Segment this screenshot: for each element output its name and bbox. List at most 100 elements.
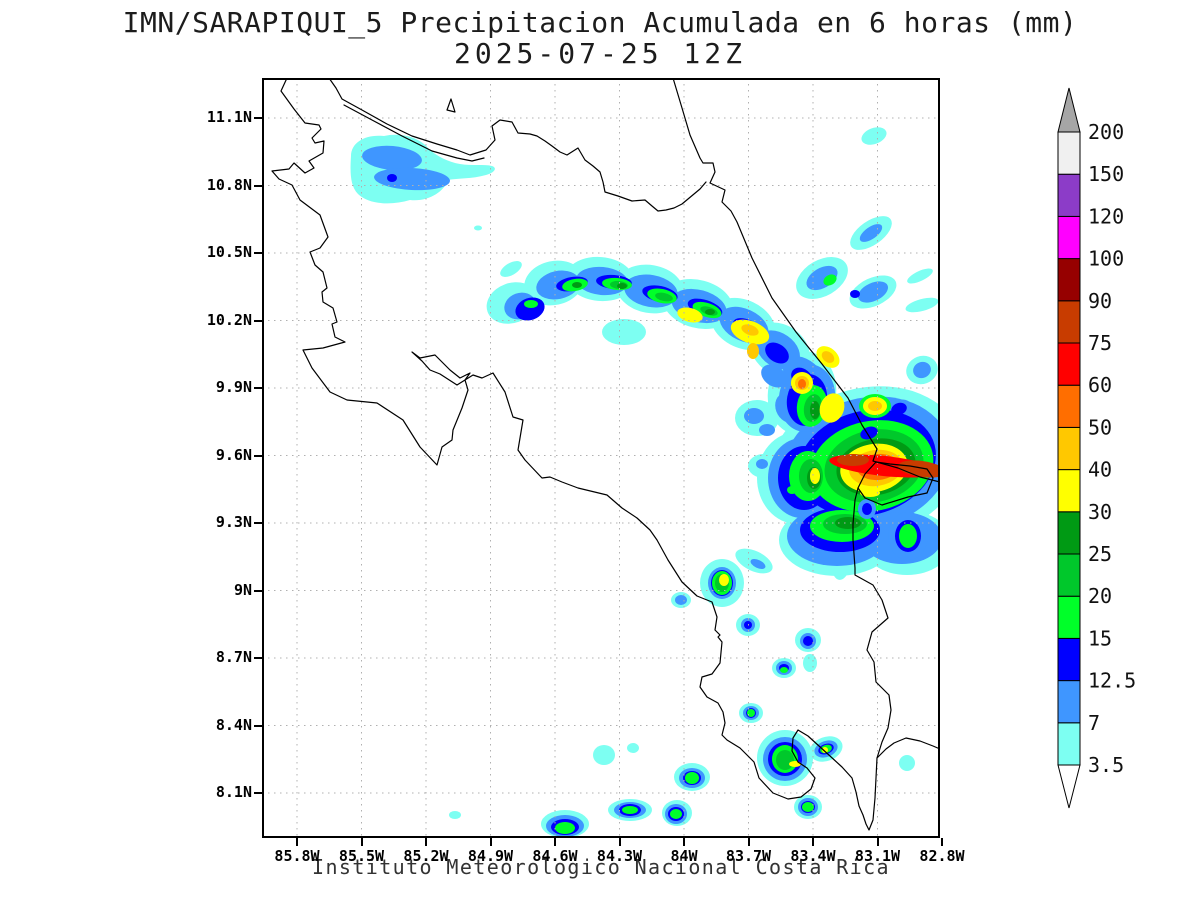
precip-blob: [761, 364, 787, 388]
colorbar-label: 12.5: [1088, 669, 1136, 693]
precip-blob: [756, 459, 768, 469]
lon-tick-label: 84.3W: [596, 847, 643, 865]
precip-blob: [593, 745, 615, 765]
precip-blob: [627, 743, 639, 753]
colorbar-segment-30: [1057, 469, 1081, 513]
lon-tick-mark: [554, 838, 556, 846]
precip-blob: [572, 282, 582, 288]
coastline-pacific: [271, 78, 940, 831]
precip-blob: [821, 351, 835, 363]
precip-blob: [798, 379, 806, 389]
precip-blob: [891, 402, 907, 416]
map-frame: [262, 78, 940, 838]
lat-tick-label: 10.8N: [206, 175, 252, 194]
lat-tick-label: 9.9N: [215, 378, 252, 396]
lon-tick-mark: [489, 838, 492, 846]
precip-blob: [822, 747, 828, 753]
lon-tick-label: 83.7W: [725, 847, 772, 865]
nicaragua-border: [328, 78, 707, 212]
colorbar-arrow-below: [1057, 764, 1081, 809]
basin-outline: [857, 461, 934, 506]
lon-tick-label: 82.8W: [919, 847, 965, 865]
lon-tick-label: 84.9W: [467, 847, 514, 865]
colorbar-arrow-above: [1057, 87, 1081, 133]
colorbar-segment-120: [1057, 173, 1081, 217]
precip-blob: [899, 755, 915, 771]
precip-blob: [524, 300, 538, 308]
precip-blob: [670, 809, 682, 819]
lat-tick-mark: [254, 724, 262, 727]
precip-blob: [759, 424, 775, 436]
precip-blob: [803, 636, 813, 646]
colorbar-label: 75: [1088, 331, 1112, 355]
precip-blob: [837, 454, 869, 466]
precip-blob: [789, 761, 801, 767]
colorbar-label: 150: [1088, 162, 1124, 186]
precip-blob: [819, 393, 845, 423]
precip-blob: [362, 145, 422, 171]
precip-blob: [858, 281, 888, 303]
precip-blob: [500, 261, 522, 277]
precip-blob: [387, 174, 397, 182]
lat-tick-label: 8.7N: [215, 648, 252, 666]
geography: [271, 78, 940, 831]
colorbar: 3.5 7 12.5 15 20 25 30 40 50 60 75 90 100 120 150 200: [1057, 87, 1136, 809]
colorbar-label: 25: [1088, 542, 1112, 566]
precip-blob: [905, 297, 939, 313]
lat-tick-label: 8.4N: [215, 715, 252, 734]
precip-blob: [868, 401, 882, 411]
lat-tick-mark: [254, 589, 262, 592]
coastline-caribbean: [672, 78, 940, 483]
precip-blob: [859, 224, 883, 242]
colorbar-segment-25: [1057, 511, 1081, 555]
lat-tick-mark: [254, 184, 262, 187]
lat-tick-mark: [254, 252, 262, 254]
colorbar-label: 60: [1088, 373, 1112, 397]
lat-tick-mark: [254, 454, 262, 457]
nicaragua-border-inner: [343, 104, 485, 162]
precip-blob: [780, 667, 788, 673]
lat-tick-mark: [254, 319, 262, 322]
lat-tick-mark: [254, 792, 262, 794]
precip-blob: [861, 127, 887, 145]
colorbar-label: 90: [1088, 289, 1112, 313]
precip-blob: [374, 167, 450, 191]
colorbar-segment-75: [1057, 300, 1081, 344]
precip-blob: [685, 772, 699, 784]
colorbar-label: 40: [1088, 458, 1112, 482]
colorbar-label: 120: [1088, 204, 1124, 228]
precip-blob: [741, 324, 759, 336]
lon-tick-label: 85.2W: [403, 847, 449, 865]
gridlines: [262, 78, 940, 838]
map-panel: [262, 78, 940, 838]
lat-tick-label: 10.5N: [206, 243, 252, 261]
precip-blob: [555, 822, 575, 834]
lon-tick-label: 84.6W: [532, 847, 578, 865]
precip-blob: [907, 268, 933, 284]
precip-blob: [823, 274, 837, 286]
colorbar-label: 50: [1088, 415, 1112, 439]
lat-tick-label: 9N: [233, 580, 252, 599]
lon-tick-mark: [296, 838, 298, 846]
precip-blob: [787, 486, 797, 494]
colorbar-segment-15: [1057, 595, 1081, 639]
precip-blob: [655, 292, 673, 302]
precip-blob: [860, 489, 880, 497]
lon-tick-label: 85.8W: [274, 847, 320, 865]
precip-blob: [744, 408, 764, 424]
precip-field: [350, 127, 940, 838]
precip-blob: [899, 524, 917, 548]
precip-blob: [810, 401, 820, 419]
lat-tick-mark: [254, 387, 262, 389]
lon-tick-mark: [941, 838, 943, 846]
lat-tick-mark: [254, 657, 262, 659]
lon-tick-mark: [425, 838, 427, 846]
lon-tick-label: 85.5W: [338, 847, 385, 865]
precip-blob: [617, 283, 627, 289]
precip-blob: [803, 654, 817, 672]
colorbar-label: 20: [1088, 584, 1112, 608]
lon-tick-label: 84W: [670, 847, 698, 865]
chart-title: IMN/SARAPIQUI_5 Precipitacion Acumulada …: [122, 6, 1078, 39]
colorbar-segment-60: [1057, 342, 1081, 386]
lon-tick-mark: [876, 838, 879, 846]
